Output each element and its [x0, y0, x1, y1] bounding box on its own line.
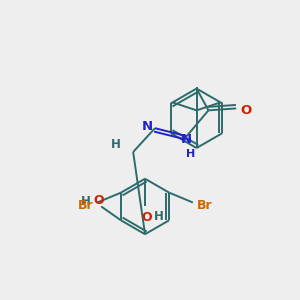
Text: O: O: [142, 212, 152, 224]
Text: Br: Br: [78, 199, 93, 212]
Text: Br: Br: [197, 199, 212, 212]
Text: N: N: [181, 133, 192, 146]
Text: O: O: [240, 104, 251, 117]
Text: N: N: [142, 120, 153, 133]
Text: O: O: [93, 194, 104, 207]
Text: H: H: [80, 195, 90, 208]
Text: H: H: [154, 210, 164, 223]
Text: H: H: [110, 138, 120, 151]
Text: H: H: [186, 149, 195, 159]
